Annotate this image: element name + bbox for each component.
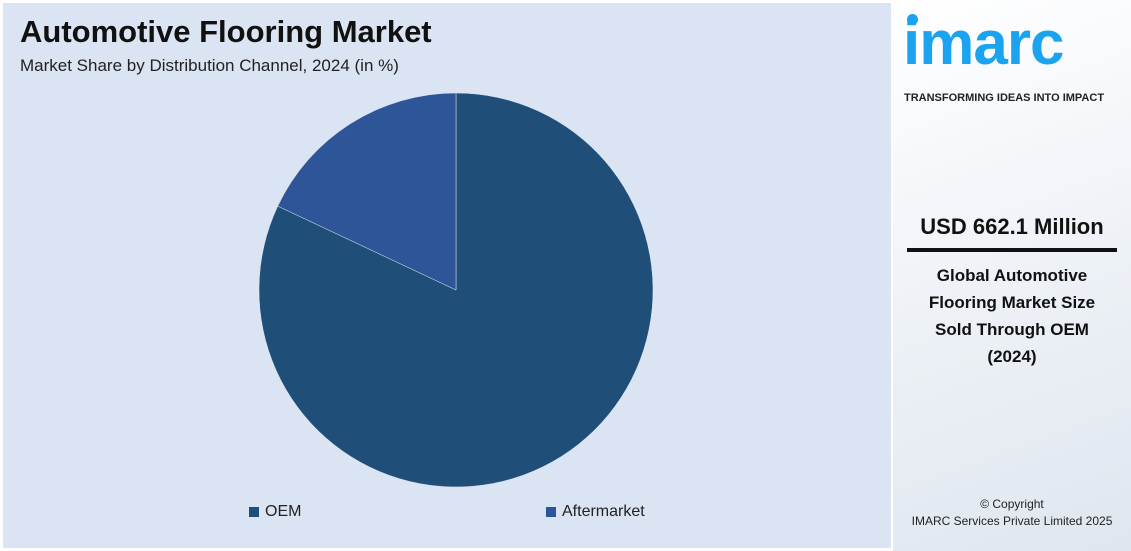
description-line: Global Automotive [936,266,1088,285]
legend-swatch-oem [249,507,259,517]
pie-slice-aftermarket [277,92,457,291]
divider [907,248,1117,252]
company-line: IMARC Services Private Limited 2025 [911,514,1113,528]
market-description: Global Automotive Flooring Market Size S… [907,262,1117,370]
info-panel: imarc TRANSFORMING IDEAS INTO IMPACT USD… [893,0,1131,551]
pie-chart [258,92,654,488]
description-line: Flooring Market Size [928,293,1096,312]
chart-subtitle: Market Share by Distribution Channel, 20… [20,56,399,75]
description-line: (2024) [987,347,1037,366]
description-line: Sold Through OEM [935,320,1089,339]
copyright-line: © Copyright [980,497,1044,511]
legend-swatch-aftermarket [546,507,556,517]
logo-tagline: TRANSFORMING IDEAS INTO IMPACT [904,92,1105,104]
imarc-logo: imarc [903,9,1064,78]
copyright: © Copyright IMARC Services Private Limit… [893,496,1131,530]
legend-label: OEM [265,503,302,520]
logo-dot [907,14,918,25]
legend-label: Aftermarket [562,503,645,520]
market-value: USD 662.1 Million [920,214,1104,239]
chart-title: Automotive Flooring Market [20,14,432,49]
legend-item-oem: OEM [249,503,301,521]
legend-item-aftermarket: Aftermarket [546,503,645,521]
